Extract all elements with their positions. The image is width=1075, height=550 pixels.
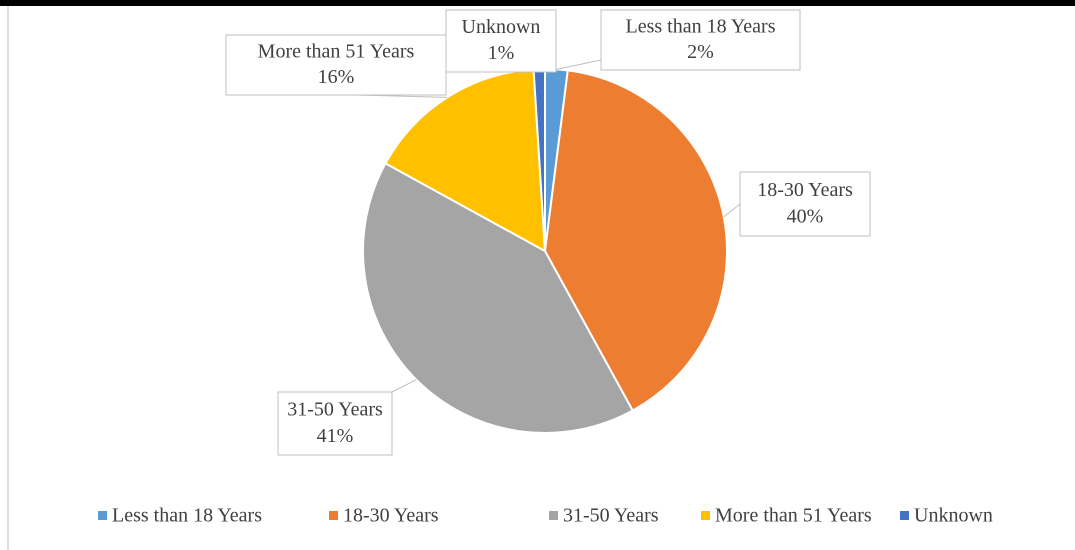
legend-label: 18-30 Years xyxy=(343,505,439,527)
label-box xyxy=(739,171,871,237)
legend-label: 31-50 Years xyxy=(563,505,659,527)
pie-slice xyxy=(543,69,728,412)
legend-label: Unknown xyxy=(914,505,993,527)
legend-swatch xyxy=(701,511,710,520)
data-label-value: 16% xyxy=(318,66,355,88)
label-box xyxy=(277,391,393,456)
legend-label: Less than 18 Years xyxy=(112,505,262,527)
data-label-name: Unknown xyxy=(462,16,541,38)
leader-line xyxy=(391,379,417,393)
legend-swatch xyxy=(900,511,909,520)
leader-line xyxy=(723,203,741,218)
data-label-value: 40% xyxy=(787,206,824,228)
label-box xyxy=(600,9,801,71)
label-box xyxy=(445,9,557,73)
data-label-value: 41% xyxy=(317,425,354,447)
data-label-value: 1% xyxy=(488,42,515,64)
top-border xyxy=(0,0,1075,6)
data-label-name: Less than 18 Years xyxy=(626,16,776,38)
data-label-name: More than 51 Years xyxy=(258,41,415,63)
data-label-name: 18-30 Years xyxy=(757,179,853,201)
legend-swatch xyxy=(549,511,558,520)
legend-swatch xyxy=(98,511,107,520)
data-label-name: 31-50 Years xyxy=(287,398,383,420)
legend-swatch xyxy=(329,511,338,520)
data-label-value: 2% xyxy=(687,41,714,63)
legend-label: More than 51 Years xyxy=(715,505,872,527)
leader-line xyxy=(556,59,602,70)
